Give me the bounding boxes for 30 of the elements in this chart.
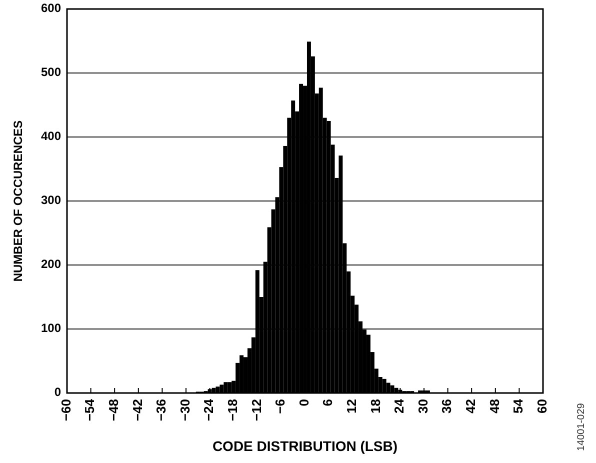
y-tick-label: 600: [40, 1, 62, 16]
x-tick-label: 24: [392, 398, 407, 414]
x-tick-label: 54: [510, 398, 526, 414]
text: 14001-029: [576, 402, 587, 451]
x-tick-label: 18: [368, 399, 383, 414]
x-tick-label: −6: [272, 399, 288, 414]
x-tick-label: 6: [320, 399, 336, 406]
y-tick-label: 300: [40, 193, 62, 208]
x-tick-label: −48: [106, 399, 122, 422]
x-tick-label: −54: [82, 398, 98, 422]
y-axis-title: NUMBER OF OCCURENCES: [11, 120, 25, 282]
x-tick-label: −42: [130, 399, 145, 422]
x-tick-label: 36: [439, 399, 454, 414]
y-tick-label: 500: [40, 65, 62, 80]
y-tick-label: 100: [40, 321, 62, 336]
x-tick-label: 12: [344, 399, 360, 414]
x-tick-label: −18: [225, 399, 240, 422]
x-tick-label: −24: [201, 398, 216, 422]
x-tick-label: −12: [248, 399, 264, 422]
x-tick-label: 48: [486, 399, 502, 414]
y-tick-label: 400: [40, 129, 62, 144]
x-tick-label: 0: [296, 399, 312, 406]
y-tick-label: 200: [40, 257, 62, 272]
x-tick-label: −30: [177, 399, 192, 422]
x-tick-label: −60: [58, 399, 74, 422]
x-tick-label: −36: [154, 399, 169, 422]
x-axis-title: CODE DISTRIBUTION (LSB): [212, 438, 398, 454]
x-tick-label: 30: [415, 399, 430, 414]
x-tick-label: 60: [534, 399, 550, 414]
x-tick-label: 42: [463, 399, 478, 414]
